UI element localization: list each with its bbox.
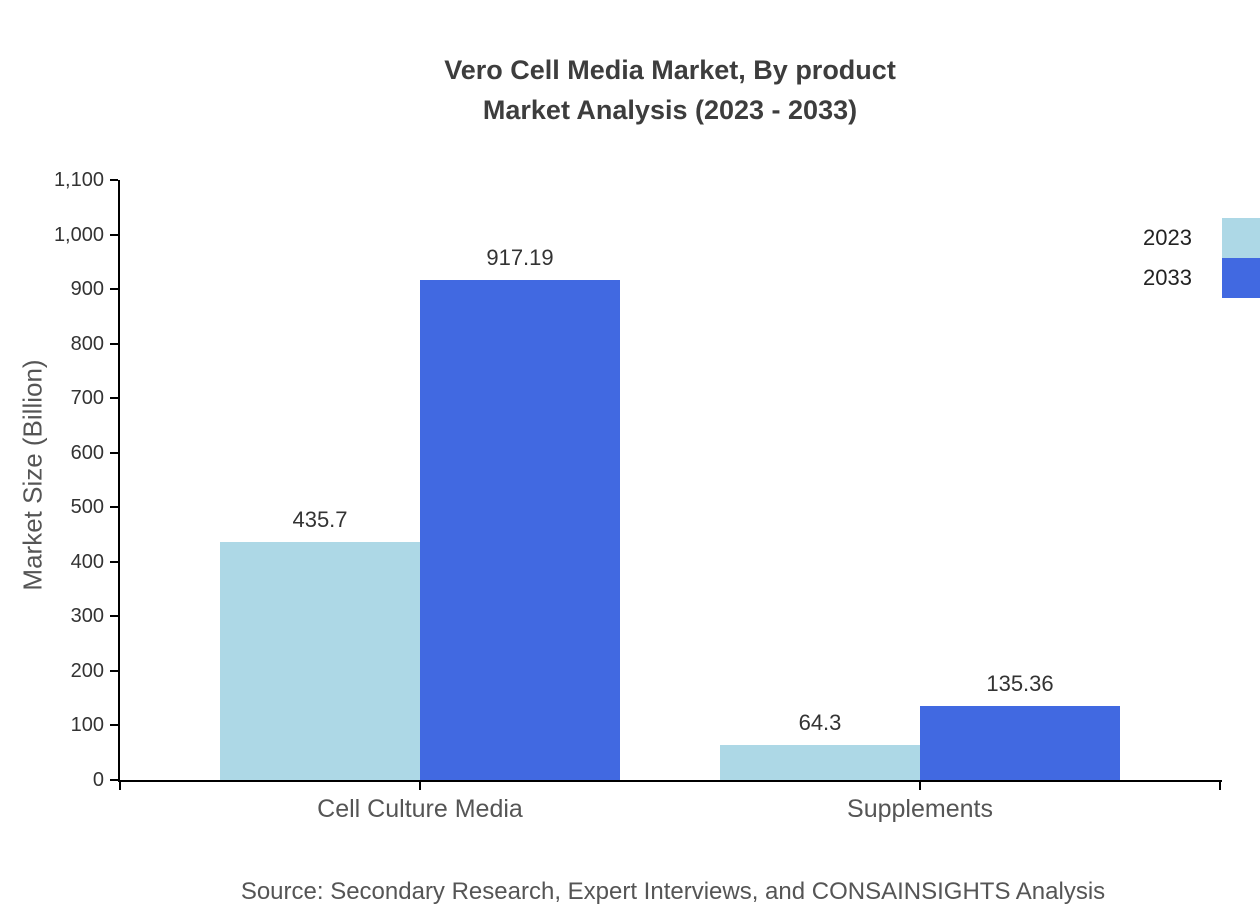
bar-value-label: 435.7: [292, 507, 348, 533]
y-tick-label: 200: [70, 659, 104, 682]
legend-row: 2033: [1143, 258, 1260, 298]
legend-label-2033: 2033: [1143, 265, 1192, 290]
y-tick-mark: [110, 179, 118, 181]
bar-value-label: 64.3: [798, 709, 842, 735]
y-tick-label: 100: [70, 714, 104, 737]
bar-2023-supplements: [720, 744, 920, 780]
y-tick-label: 0: [92, 769, 104, 791]
bar-value-label: 917.19: [486, 244, 554, 270]
x-category-label: Cell Culture Media: [317, 795, 523, 823]
y-tick-label: 400: [70, 550, 104, 573]
legend-swatch-2033: [1222, 258, 1260, 298]
chart-title: Vero Cell Media Market, By product Marke…: [120, 50, 1220, 130]
y-tick-label: 700: [70, 387, 104, 410]
x-tick-mark: [919, 782, 921, 790]
x-tick-mark: [1219, 782, 1221, 790]
y-tick-label: 1,100: [53, 169, 104, 191]
x-tick-mark: [419, 782, 421, 790]
x-axis-line: [118, 780, 1222, 782]
chart-title-line2: Market Analysis (2023 - 2033): [482, 95, 858, 125]
y-tick-label: 500: [70, 496, 104, 519]
y-tick-label: 900: [70, 278, 104, 301]
y-tick-mark: [110, 615, 118, 618]
x-tick-mark: [119, 782, 121, 790]
y-tick-mark: [110, 779, 118, 781]
y-tick-mark: [110, 342, 118, 345]
y-tick-mark: [110, 506, 118, 509]
y-tick-mark: [110, 233, 118, 236]
y-tick-mark: [110, 451, 118, 454]
y-tick-mark: [110, 397, 118, 400]
x-category-label: Supplements: [847, 795, 993, 823]
y-tick-mark: [110, 669, 118, 672]
legend-row: 2023: [1143, 218, 1260, 258]
y-tick-label: 300: [70, 605, 104, 628]
y-axis-line: [118, 180, 120, 782]
y-tick-label: 1,000: [53, 223, 104, 246]
bar-2033-supplements: [920, 706, 1120, 780]
legend-label-2023: 2023: [1143, 225, 1192, 250]
y-tick-label: 800: [70, 332, 104, 355]
legend-swatch-2023: [1222, 218, 1260, 258]
bar-2033-cell-culture-media: [420, 279, 620, 780]
source-text: Source: Secondary Research, Expert Inter…: [240, 878, 1106, 905]
bar-2023-cell-culture-media: [220, 542, 420, 780]
y-tick-label: 600: [70, 441, 104, 464]
legend: 2023 2033: [1143, 218, 1260, 298]
y-tick-mark: [110, 288, 118, 291]
chart-title-line1: Vero Cell Media Market, By product: [444, 55, 896, 85]
y-tick-mark: [110, 560, 118, 563]
bar-value-label: 135.36: [986, 671, 1054, 697]
y-tick-mark: [110, 724, 118, 727]
